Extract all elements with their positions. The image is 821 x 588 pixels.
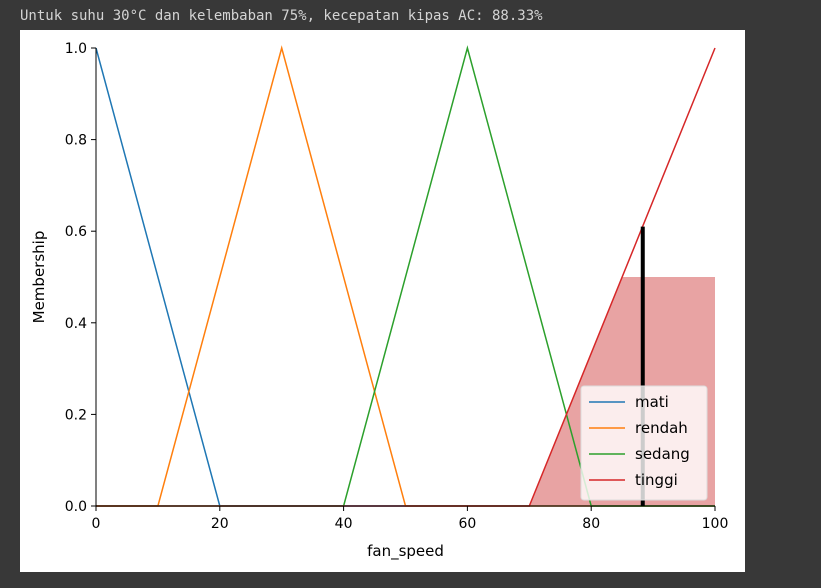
y-tick-label: 0.8 bbox=[65, 133, 87, 149]
legend-label-rendah: rendah bbox=[635, 419, 688, 437]
x-tick-label: 20 bbox=[211, 516, 229, 532]
legend: mati rendah sedang tinggi bbox=[580, 385, 708, 501]
legend-label-tinggi: tinggi bbox=[635, 471, 678, 489]
y-axis-label: Membership bbox=[30, 231, 48, 324]
chart-figure: 0 20 40 60 80 100 0.0 0.2 0.4 0.6 0.8 1.0 fan_speed… bbox=[20, 30, 745, 572]
x-tick-label: 60 bbox=[458, 516, 476, 532]
chart-svg: 0 20 40 60 80 100 0.0 0.2 0.4 0.6 0.8 1.0 fan_speed… bbox=[30, 41, 729, 561]
x-tick-label: 100 bbox=[702, 516, 729, 532]
legend-label-mati: mati bbox=[635, 393, 669, 411]
y-tick-label: 0.4 bbox=[65, 316, 87, 332]
x-tick-label: 80 bbox=[582, 516, 600, 532]
legend-label-sedang: sedang bbox=[635, 445, 690, 463]
ticks: 0 20 40 60 80 100 0.0 0.2 0.4 0.6 0.8 1.0 bbox=[65, 41, 729, 532]
y-tick-label: 1.0 bbox=[65, 41, 87, 57]
y-tick-label: 0.6 bbox=[65, 224, 87, 240]
output-text: Untuk suhu 30°C dan kelembaban 75%, kece… bbox=[20, 8, 543, 24]
y-tick-label: 0.0 bbox=[65, 499, 87, 515]
y-tick-label: 0.2 bbox=[65, 407, 87, 423]
legend-box bbox=[580, 385, 708, 501]
x-tick-label: 40 bbox=[335, 516, 353, 532]
axes bbox=[95, 48, 715, 507]
x-axis-label: fan_speed bbox=[367, 542, 444, 561]
x-tick-label: 0 bbox=[92, 516, 101, 532]
